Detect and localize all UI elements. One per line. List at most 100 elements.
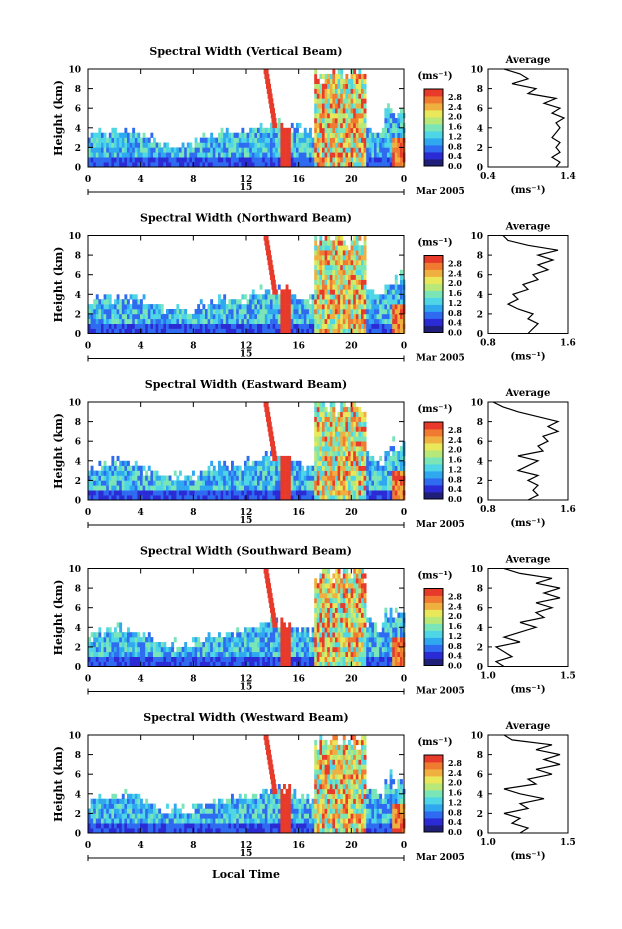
heat-cell [283,289,286,295]
heat-cell [322,451,325,457]
heat-cell [158,646,162,653]
heat-cell [348,661,351,667]
heat-cell [345,411,349,417]
heat-cell [199,142,203,148]
heat-cell [324,304,328,310]
heat-cell [153,490,156,496]
heat-cell [340,632,344,638]
heat-cell [361,627,364,633]
heat-cell [293,142,297,148]
heat-cell [116,661,120,667]
heat-cell [306,162,310,168]
heat-cell [197,157,201,163]
heat-cell [199,642,203,648]
heat-cell [355,157,359,163]
colorbar-swatch [424,311,443,319]
heat-cell [342,622,346,628]
heat-cell [337,632,341,638]
heat-cell [350,578,354,584]
heat-cell [348,455,351,462]
heat-cell [342,583,346,589]
heat-cell [176,495,180,501]
heat-cell [361,632,364,638]
heat-cell [114,661,117,667]
heat-cell [90,632,94,638]
heat-cell [228,656,232,662]
heat-cell [155,661,159,667]
heat-cell [324,235,328,241]
heat-cell [134,637,138,643]
heat-cell [231,313,234,320]
heat-cell [147,318,151,324]
heat-cell [332,255,336,261]
heat-cell [348,578,351,584]
heat-cell [251,299,255,305]
heat-cell [298,460,302,466]
heat-cell [249,162,253,168]
heat-cell [296,142,299,148]
heat-cell [298,313,302,320]
heat-cell [353,157,357,163]
heat-cell [270,299,273,305]
avg-x-tick-label: 1.6 [560,505,576,515]
heat-cell [327,98,331,104]
panel-title: Spectral Width (Westward Beam) [143,711,348,724]
heat-cell [332,240,336,246]
heat-cell [275,162,279,168]
heat-cell [199,656,203,662]
heat-cell [236,313,240,320]
heat-cell [303,157,307,163]
heat-cell [132,642,136,648]
heat-cell [361,421,364,427]
heat-cell [314,402,318,408]
heat-cell [270,122,273,129]
heat-cell [296,475,299,481]
heat-cell [368,460,372,466]
heat-cell [290,475,294,481]
heat-cell [316,661,320,667]
heat-cell [376,661,380,667]
heat-cell [192,323,195,329]
heat-cell [301,323,305,329]
heat-cell [309,162,312,168]
heat-cell [329,264,333,271]
heat-cell [397,656,401,662]
heat-cell [142,147,146,153]
heat-cell [244,132,247,138]
heat-cell [358,245,362,251]
colorbar-tick-label: 0.8 [448,641,462,651]
heat-cell [259,490,263,496]
heat-cell [322,465,325,471]
heat-cell [311,642,315,648]
heat-cell [225,637,229,643]
heat-cell [93,328,97,334]
heat-cell [400,269,403,275]
heat-cell [194,162,198,168]
heat-cell [394,309,398,315]
heat-cell [371,622,375,628]
heat-cell [371,480,375,486]
colorbar-tick-label: 0.8 [448,474,462,484]
heat-cell [132,309,136,315]
heat-cell [246,485,250,491]
heat-cell [324,480,328,486]
heat-cell [114,328,117,334]
heat-cell [137,475,141,481]
heat-cell [319,73,323,80]
heat-cell [199,147,203,153]
heat-cell [361,113,364,119]
heat-cell [361,284,364,290]
heat-cell [319,108,323,114]
x-tick-label: 4 [138,342,144,352]
heat-cell [355,597,359,604]
heat-cell [314,622,318,628]
heat-cell [271,451,277,457]
heat-cell [329,98,333,104]
heat-cell [363,573,367,579]
heat-cell [397,157,401,163]
heat-cell [366,646,370,653]
heat-cell [366,323,370,329]
heat-cell [329,411,333,417]
heat-cell [324,274,328,280]
heat-cell [361,93,364,99]
